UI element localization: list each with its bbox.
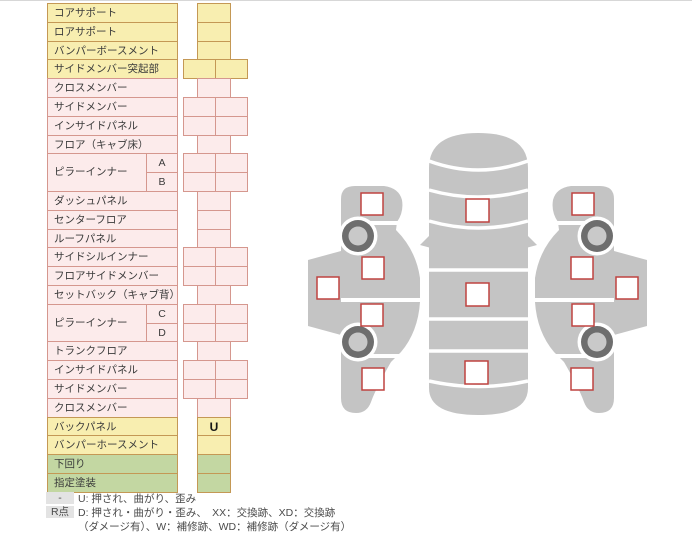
panel-gap-line bbox=[428, 219, 529, 230]
legend-key-rpoint: R点 bbox=[46, 506, 74, 518]
part-label: センターフロア bbox=[47, 209, 178, 230]
legend-text-damage: （ダメージ有）、W：補修跡、WD：補修跡（ダメージ有） bbox=[78, 521, 352, 533]
damage-cell[interactable] bbox=[214, 59, 248, 80]
part-label: クロスメンバー bbox=[47, 397, 178, 418]
part-label: サイドメンバー bbox=[47, 379, 178, 399]
damage-cell[interactable] bbox=[214, 172, 248, 192]
right-side-view bbox=[533, 185, 648, 414]
damage-cell[interactable] bbox=[214, 266, 248, 286]
damage-cell[interactable] bbox=[214, 115, 248, 136]
part-label: ロアサポート bbox=[47, 21, 178, 42]
car-top-body bbox=[429, 133, 528, 415]
part-label: サイドメンバー突起部 bbox=[47, 59, 178, 80]
part-label: サイドメンバー bbox=[47, 97, 178, 117]
part-label: ピラーインナー bbox=[47, 303, 147, 343]
damage-cell[interactable] bbox=[197, 473, 231, 493]
legend-text-d: D: 押され・曲がり・歪み、 XX：交換跡、XD：交換跡 bbox=[78, 507, 336, 519]
left-side-view bbox=[307, 185, 422, 414]
part-label: インサイドパネル bbox=[47, 115, 178, 136]
right-mirror bbox=[526, 234, 537, 248]
panel-gap-line bbox=[428, 159, 529, 172]
damage-cell[interactable] bbox=[214, 322, 248, 343]
part-label: 下回り bbox=[47, 454, 178, 474]
top-divider bbox=[0, 0, 692, 1]
legend-text-u: U: 押され、曲がり、歪み bbox=[78, 493, 197, 505]
legend-key-dash: - bbox=[46, 492, 74, 504]
top-view bbox=[420, 133, 537, 415]
panel-gap-line bbox=[428, 188, 529, 199]
left-mirror bbox=[420, 234, 431, 248]
damage-checkbox[interactable] bbox=[464, 360, 489, 385]
damage-checkbox[interactable] bbox=[465, 198, 490, 223]
damage-checkbox[interactable] bbox=[465, 282, 490, 307]
damage-cell[interactable] bbox=[214, 379, 248, 399]
panel-gap-line bbox=[428, 379, 529, 389]
part-label: トランクフロア bbox=[47, 341, 178, 362]
part-label: コアサポート bbox=[47, 3, 178, 23]
part-label: サイドシルインナー bbox=[47, 247, 178, 268]
part-label: 指定塗装 bbox=[47, 473, 178, 493]
